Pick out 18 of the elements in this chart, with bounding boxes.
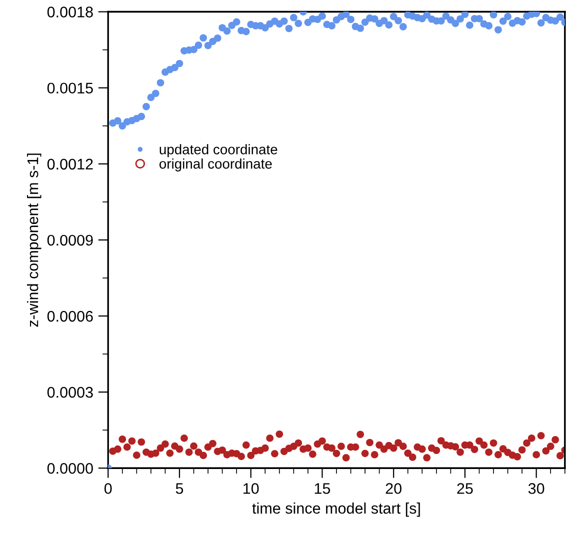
y-tick-label: 0.0003	[47, 386, 93, 398]
x-tick-label: 20	[386, 483, 402, 494]
x-tick-label: 5	[176, 483, 184, 494]
y-tick-label: 0.0000	[47, 462, 93, 474]
x-tick-label: 30	[528, 483, 544, 494]
x-axis-title: time since model start [s]	[252, 502, 420, 517]
legend-label: updated coordinate	[160, 144, 278, 158]
legend-label: original coordinate	[159, 158, 272, 172]
x-tick-label: 0	[104, 483, 112, 494]
x-tick-label: 25	[457, 483, 473, 494]
y-tick-label: 0.0018	[47, 6, 93, 18]
y-axis-title: z-wind component [m s-1]	[27, 154, 42, 327]
x-tick-label: 10	[244, 483, 259, 494]
y-tick-label: 0.0006	[47, 310, 93, 322]
y-tick-label: 0.0009	[47, 234, 93, 246]
y-tick-label: 0.0015	[47, 82, 93, 94]
x-tick-label: 15	[314, 483, 330, 494]
y-tick-label: 0.0012	[47, 158, 93, 170]
